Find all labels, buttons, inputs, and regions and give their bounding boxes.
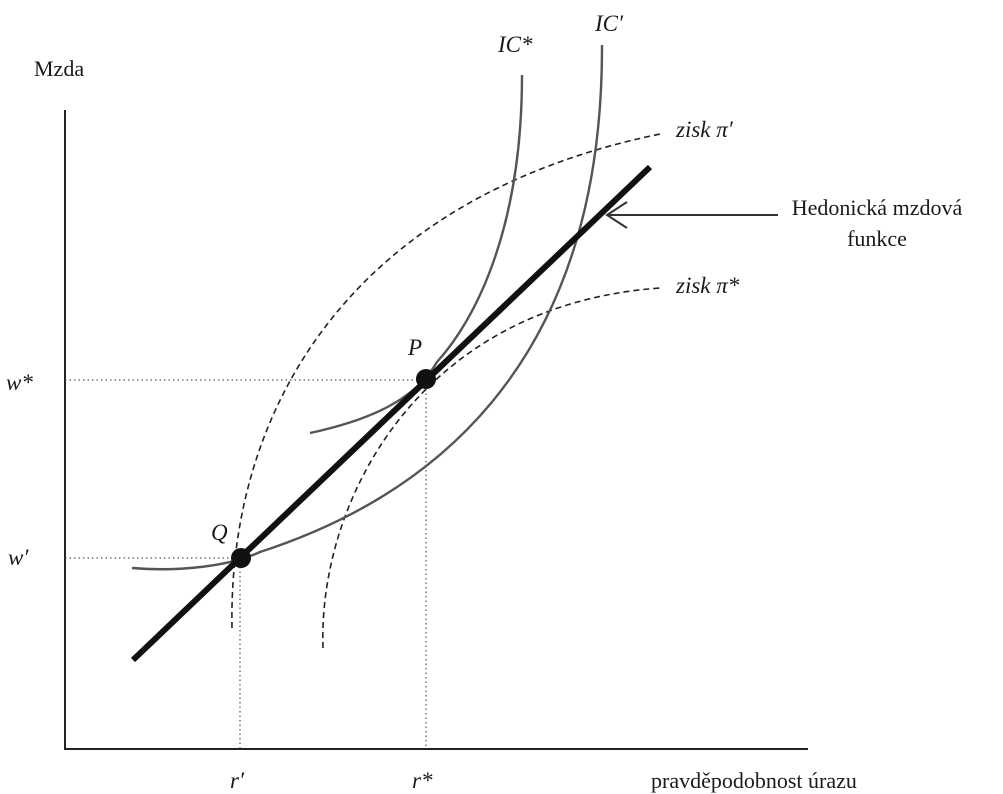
point-q-dot bbox=[231, 548, 251, 568]
r-star-label: r* bbox=[412, 768, 433, 793]
point-q-label: Q bbox=[211, 520, 228, 545]
profit-curve-prime bbox=[231, 133, 661, 629]
ic-star-label: IC* bbox=[497, 32, 533, 57]
hedonic-arrow-head-icon bbox=[605, 201, 628, 229]
hedonic-label-line2: funkce bbox=[847, 226, 907, 251]
y-axis-label: Mzda bbox=[34, 56, 84, 81]
r-prime-label: r′ bbox=[230, 768, 245, 793]
point-p-dot bbox=[416, 369, 436, 389]
profit-prime-label: zisk π′ bbox=[675, 117, 734, 142]
w-star-label: w* bbox=[6, 370, 33, 395]
indifference-curve-star bbox=[309, 74, 524, 435]
ic-prime-label: IC′ bbox=[594, 11, 624, 36]
profit-curve-star bbox=[322, 287, 661, 649]
point-p-label: P bbox=[407, 335, 422, 360]
profit-star-label: zisk π* bbox=[675, 273, 740, 298]
indifference-curve-prime bbox=[131, 44, 604, 571]
w-prime-label: w′ bbox=[8, 545, 29, 570]
hedonic-label-line1: Hedonická mzdová bbox=[792, 195, 963, 220]
hedonic-wage-function-line bbox=[130, 164, 653, 663]
x-axis-label: pravděpodobnost úrazu bbox=[651, 768, 857, 793]
